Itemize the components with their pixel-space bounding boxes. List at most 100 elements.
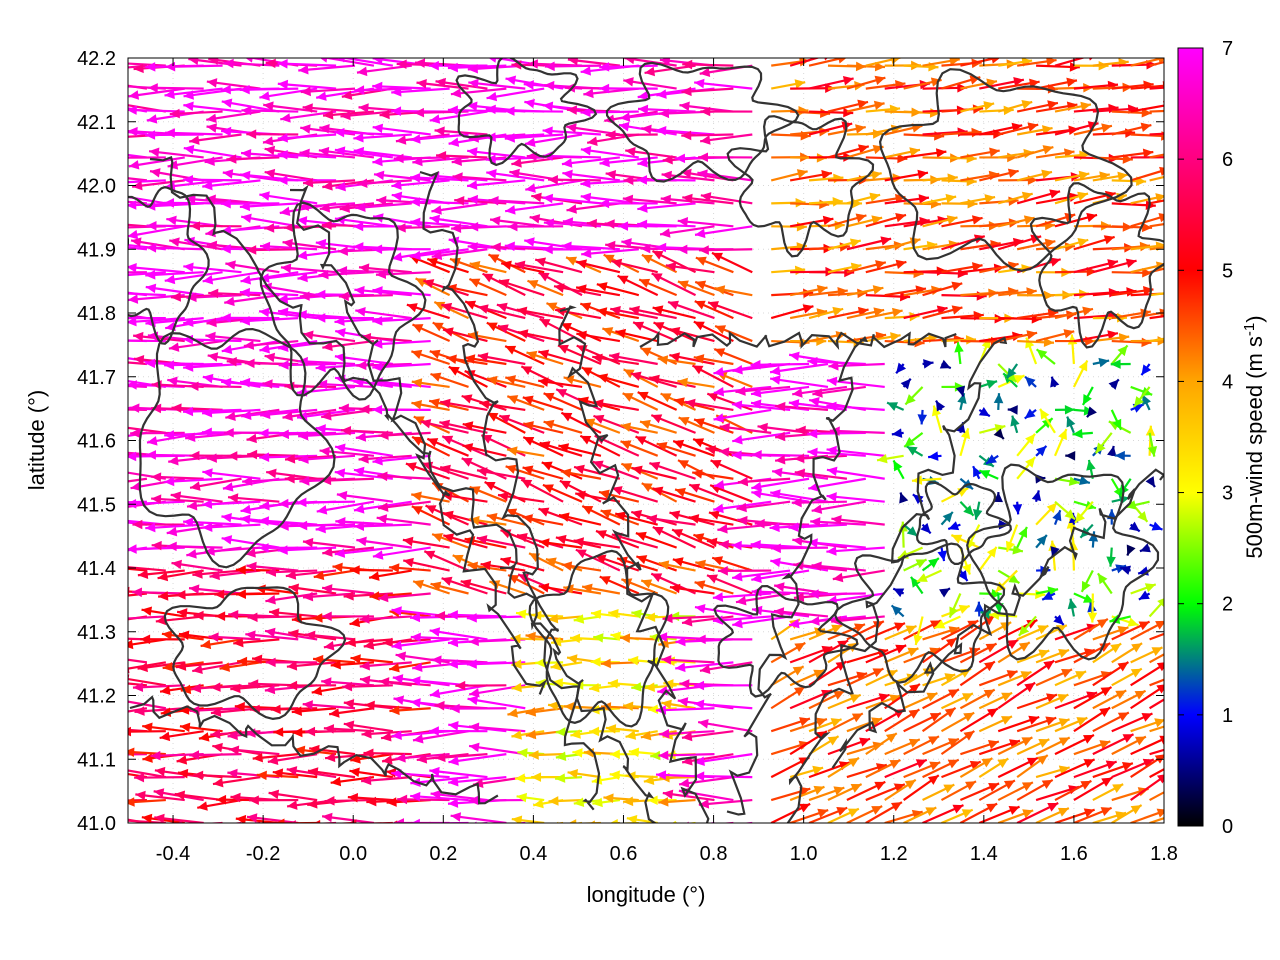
wind-vector: [179, 722, 223, 733]
wind-vector: [950, 534, 980, 549]
x-tick-label: 0.4: [519, 843, 547, 865]
x-tick-label: -0.2: [246, 843, 280, 865]
wind-vector: [693, 354, 734, 366]
wind-vector: [355, 307, 412, 320]
wind-vector: [520, 478, 564, 503]
wind-vector: [434, 126, 488, 136]
wind-vector: [598, 489, 640, 503]
wind-vector: [1119, 565, 1131, 575]
wind-vector: [916, 569, 942, 583]
y-tick-label: 41.9: [77, 239, 116, 261]
wind-vector: [661, 655, 715, 665]
wind-vector: [884, 683, 921, 710]
wind-vector: [189, 133, 242, 145]
wind-vector: [1054, 191, 1089, 205]
wind-vector: [430, 372, 469, 388]
wind-vector: [364, 700, 412, 711]
wind-vector: [557, 344, 602, 366]
wind-vector: [1108, 378, 1120, 390]
wind-vector: [711, 251, 753, 274]
wind-vector: [599, 83, 658, 94]
wind-vector: [430, 581, 469, 595]
wind-vector: [284, 454, 337, 464]
wind-vector: [611, 258, 658, 274]
contour-line: [784, 336, 1008, 823]
wind-vector: [903, 558, 928, 572]
contour-line: [163, 586, 347, 721]
wind-vector: [1073, 776, 1113, 801]
wind-vector: [789, 808, 829, 823]
wind-vector: [1073, 123, 1113, 136]
wind-vector: [846, 285, 884, 297]
wind-vector: [605, 724, 639, 734]
wind-vector: [466, 179, 526, 190]
wind-vector: [246, 245, 299, 255]
wind-vector: [318, 146, 375, 159]
wind-vector: [652, 486, 696, 503]
wind-vector: [998, 545, 1024, 555]
wind-vector: [600, 509, 640, 526]
wind-vector: [920, 522, 932, 535]
wind-vector: [1111, 735, 1147, 756]
wind-vector: [979, 76, 1025, 90]
wind-vector: [1148, 598, 1164, 618]
wind-vector: [629, 305, 677, 320]
wind-vector: [650, 414, 696, 434]
wind-vector: [978, 757, 1009, 779]
wind-vector: [681, 730, 734, 742]
wind-vector: [997, 809, 1034, 823]
wind-vector: [1149, 223, 1164, 228]
wind-vector: [343, 591, 393, 601]
wind-vector: [620, 440, 659, 457]
wind-vector: [773, 582, 829, 595]
wind-vector: [544, 61, 601, 72]
wind-vector: [354, 85, 412, 95]
wind-vector: [369, 591, 412, 601]
wind-vector: [694, 753, 753, 766]
wind-vector: [397, 794, 450, 805]
wind-vector: [526, 350, 564, 366]
wind-vector: [573, 464, 621, 480]
wind-vector: [1130, 774, 1164, 801]
wind-vector: [1149, 199, 1164, 205]
wind-vector: [1005, 524, 1019, 553]
wind-vector: [372, 404, 431, 415]
wind-vector: [286, 766, 337, 779]
y-tick-label: 41.2: [77, 686, 116, 708]
wind-vector: [542, 483, 583, 503]
wind-vector: [1149, 175, 1164, 182]
wind-vector: [128, 797, 166, 807]
wind-vector: [960, 194, 996, 205]
wind-vector: [658, 797, 696, 807]
contour-line: [878, 68, 1133, 272]
wind-vector: [298, 64, 356, 75]
wind-vector: [876, 453, 904, 464]
wind-vector: [751, 449, 810, 460]
wind-vector: [1087, 593, 1098, 623]
wind-vector: [534, 257, 583, 274]
wind-vector: [884, 778, 917, 801]
wind-vector: [1035, 718, 1070, 733]
wind-vector: [1149, 132, 1164, 136]
wind-vector: [1149, 337, 1164, 343]
wind-vector: [1012, 501, 1023, 515]
wind-vector: [826, 401, 885, 412]
wind-vector: [1073, 259, 1119, 274]
wind-vector: [846, 717, 883, 733]
wind-vector: [579, 434, 621, 457]
wind-vector: [328, 707, 375, 718]
wind-vector: [321, 584, 375, 595]
wind-vector: [285, 569, 337, 580]
wind-vector: [978, 739, 1021, 756]
x-tick-label: 0.6: [610, 843, 638, 865]
wind-vector: [128, 638, 166, 650]
wind-vector: [442, 533, 488, 549]
wind-vector: [1080, 570, 1094, 593]
wind-vector: [978, 638, 1019, 664]
wind-vector: [1125, 500, 1150, 510]
wind-vector: [1111, 712, 1153, 733]
wind-vector: [1111, 689, 1147, 710]
wind-vector: [922, 281, 963, 297]
wind-vector: [1110, 359, 1131, 369]
wind-vector: [1006, 363, 1019, 380]
